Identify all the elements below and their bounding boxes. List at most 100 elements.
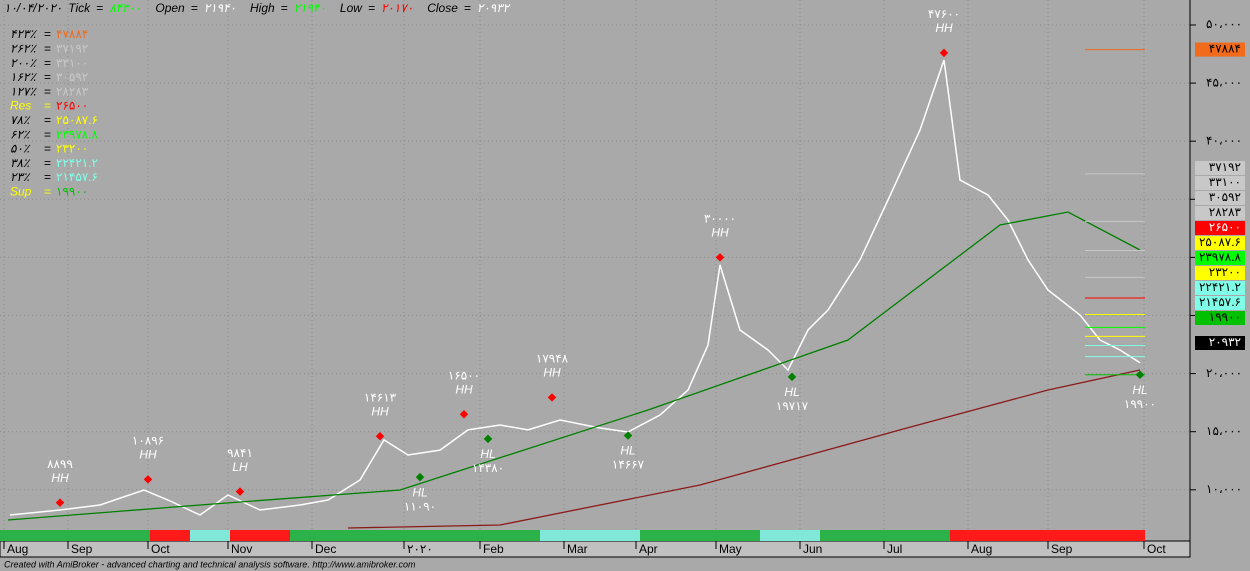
level-box <box>1195 251 1245 265</box>
header-field-name: Close <box>427 1 458 15</box>
legend-value: ۲۶۵۰۰ <box>56 99 88 113</box>
x-tick-label: Jun <box>803 542 822 556</box>
header-date: ۱۰/۰۴/۲۰۲۰ <box>4 1 62 15</box>
pivot-marker <box>143 475 153 484</box>
legend-value: ۳۷۱۹۲ <box>56 41 88 55</box>
level-box-label: ۲۲۴۲۱.۲ <box>1199 280 1241 294</box>
pivot-marker <box>235 487 245 496</box>
x-tick-label: Dec <box>315 542 336 556</box>
x-tick-label: Sep <box>71 542 93 556</box>
pivot-value: ۱۱۰۹۰ <box>404 499 436 513</box>
level-box-label: ۳۷۱۹۲ <box>1209 160 1241 174</box>
header-field-value: ۲۱۹۴۰ <box>294 1 326 15</box>
legend-sep: = <box>44 113 51 127</box>
legend-name: ۲۶۲٪ <box>10 41 37 55</box>
level-box-label: ۲۳۲۰۰ <box>1209 265 1241 279</box>
pivot-marker <box>415 472 425 482</box>
pivot-label: HL <box>620 444 635 458</box>
band-segment <box>290 530 540 541</box>
level-box-label: ۳۳۱۰۰ <box>1209 175 1241 189</box>
legend-name: ۲۰۰٪ <box>10 56 37 70</box>
pivot-marker <box>483 434 493 444</box>
band-segment <box>230 530 290 541</box>
pivot-label: HL <box>784 385 799 399</box>
pivot-value: ۱۹۷۱۷ <box>776 399 809 413</box>
legend-value: ۲۳۲۰۰ <box>56 142 88 156</box>
level-box-label: ۱۹۹۰۰ <box>1209 310 1241 324</box>
pivot-marker <box>375 431 385 441</box>
x-tick-label: Aug <box>971 542 992 556</box>
x-tick-label: Sep <box>1051 542 1073 556</box>
pivot-label: HL <box>480 447 495 461</box>
pivot-value: ۱۴۶۱۳ <box>364 390 397 404</box>
legend-sep: = <box>44 142 51 156</box>
legend-sep: = <box>44 127 51 141</box>
legend-sep: = <box>44 56 51 70</box>
x-tick-label: Nov <box>231 542 252 556</box>
pivot-label: HH <box>51 471 69 485</box>
pivot-marker <box>787 372 797 382</box>
pivot-value: ۴۷۶۰۰ <box>928 7 960 21</box>
pivot-label: HH <box>935 21 953 35</box>
x-tick-label: Feb <box>483 542 504 556</box>
level-box <box>1195 221 1245 235</box>
legend-sep: = <box>44 184 51 198</box>
pivot-marker <box>1135 370 1145 379</box>
legend-value: ۲۱۴۵۷.۶ <box>56 170 98 184</box>
y-tick-label: ۴۵،۰۰۰ <box>1206 75 1242 89</box>
level-box-label: ۲۱۴۵۷.۶ <box>1199 295 1241 309</box>
pivot-value: ۱۰۸۹۶ <box>132 434 164 448</box>
legend-name: ۶۲٪ <box>10 127 31 141</box>
x-tick-label: Oct <box>1147 542 1166 556</box>
header-field-name: High <box>250 1 275 15</box>
date-axis <box>0 540 1191 558</box>
level-box <box>1195 266 1245 280</box>
legend-sep: = <box>44 84 51 98</box>
header-field-value: ۲۰۹۳۲ <box>477 1 511 15</box>
pivot-value: ۱۹۹۰۰ <box>1124 397 1156 411</box>
level-box <box>1195 206 1245 220</box>
header-field-value: ۲۱۹۴۰ <box>204 1 236 15</box>
pivot-value: ۹۸۴۱ <box>227 446 253 460</box>
x-tick-label: Mar <box>567 542 588 556</box>
legend-name: ۱۲۷٪ <box>10 84 37 98</box>
level-box-label: ۲۸۲۸۳ <box>1209 205 1242 219</box>
legend-name: ۵۰٪ <box>10 142 31 156</box>
pivot-value: ۳۰۰۰۰ <box>704 212 736 226</box>
pivot-marker <box>623 431 633 440</box>
legend-sep: = <box>44 156 51 170</box>
legend-value: ۳۰۵۹۲ <box>56 70 88 84</box>
legend-sep: = <box>44 70 51 84</box>
band-segment <box>190 530 230 541</box>
level-box <box>1195 311 1245 325</box>
pivot-value: ۱۴۶۶۷ <box>612 458 645 472</box>
x-tick-label: May <box>719 542 742 556</box>
band-segment <box>820 530 950 541</box>
band-segment <box>760 530 820 541</box>
pivot-label: HL <box>1132 383 1147 397</box>
legend-name: ۱۶۲٪ <box>10 70 37 84</box>
band-segment <box>1000 530 1145 541</box>
pivot-label: HL <box>412 485 427 499</box>
footer: Created with AmiBroker - advanced charti… <box>4 559 416 569</box>
x-tick-label: Apr <box>639 542 658 556</box>
legend-value: ۲۵۰۸۷.۶ <box>56 113 98 127</box>
header-field-name: Low <box>340 1 363 15</box>
band-segment <box>150 530 190 541</box>
pivot-value: ۱۴۳۸۰ <box>472 461 504 475</box>
pivot-value: ۸۸۹۹ <box>47 457 73 471</box>
legend-sep: = <box>44 41 51 55</box>
legend-value: ۴۷۸۸۴ <box>56 27 88 41</box>
band-segment <box>540 530 640 541</box>
header-field-name: Open <box>155 1 185 15</box>
y-tick-label: ۱۵،۰۰۰ <box>1206 424 1242 438</box>
level-box-label: ۳۰۵۹۲ <box>1209 190 1241 204</box>
price-line <box>9 59 1141 516</box>
band-segment <box>640 530 760 541</box>
legend-sep: = <box>44 99 51 113</box>
legend-value: ۲۸۲۸۳ <box>56 84 89 98</box>
y-tick-label: ۴۰،۰۰۰ <box>1206 133 1242 147</box>
price-line <box>7 211 1141 521</box>
legend-name: ۴۲۳٪ <box>10 27 37 41</box>
